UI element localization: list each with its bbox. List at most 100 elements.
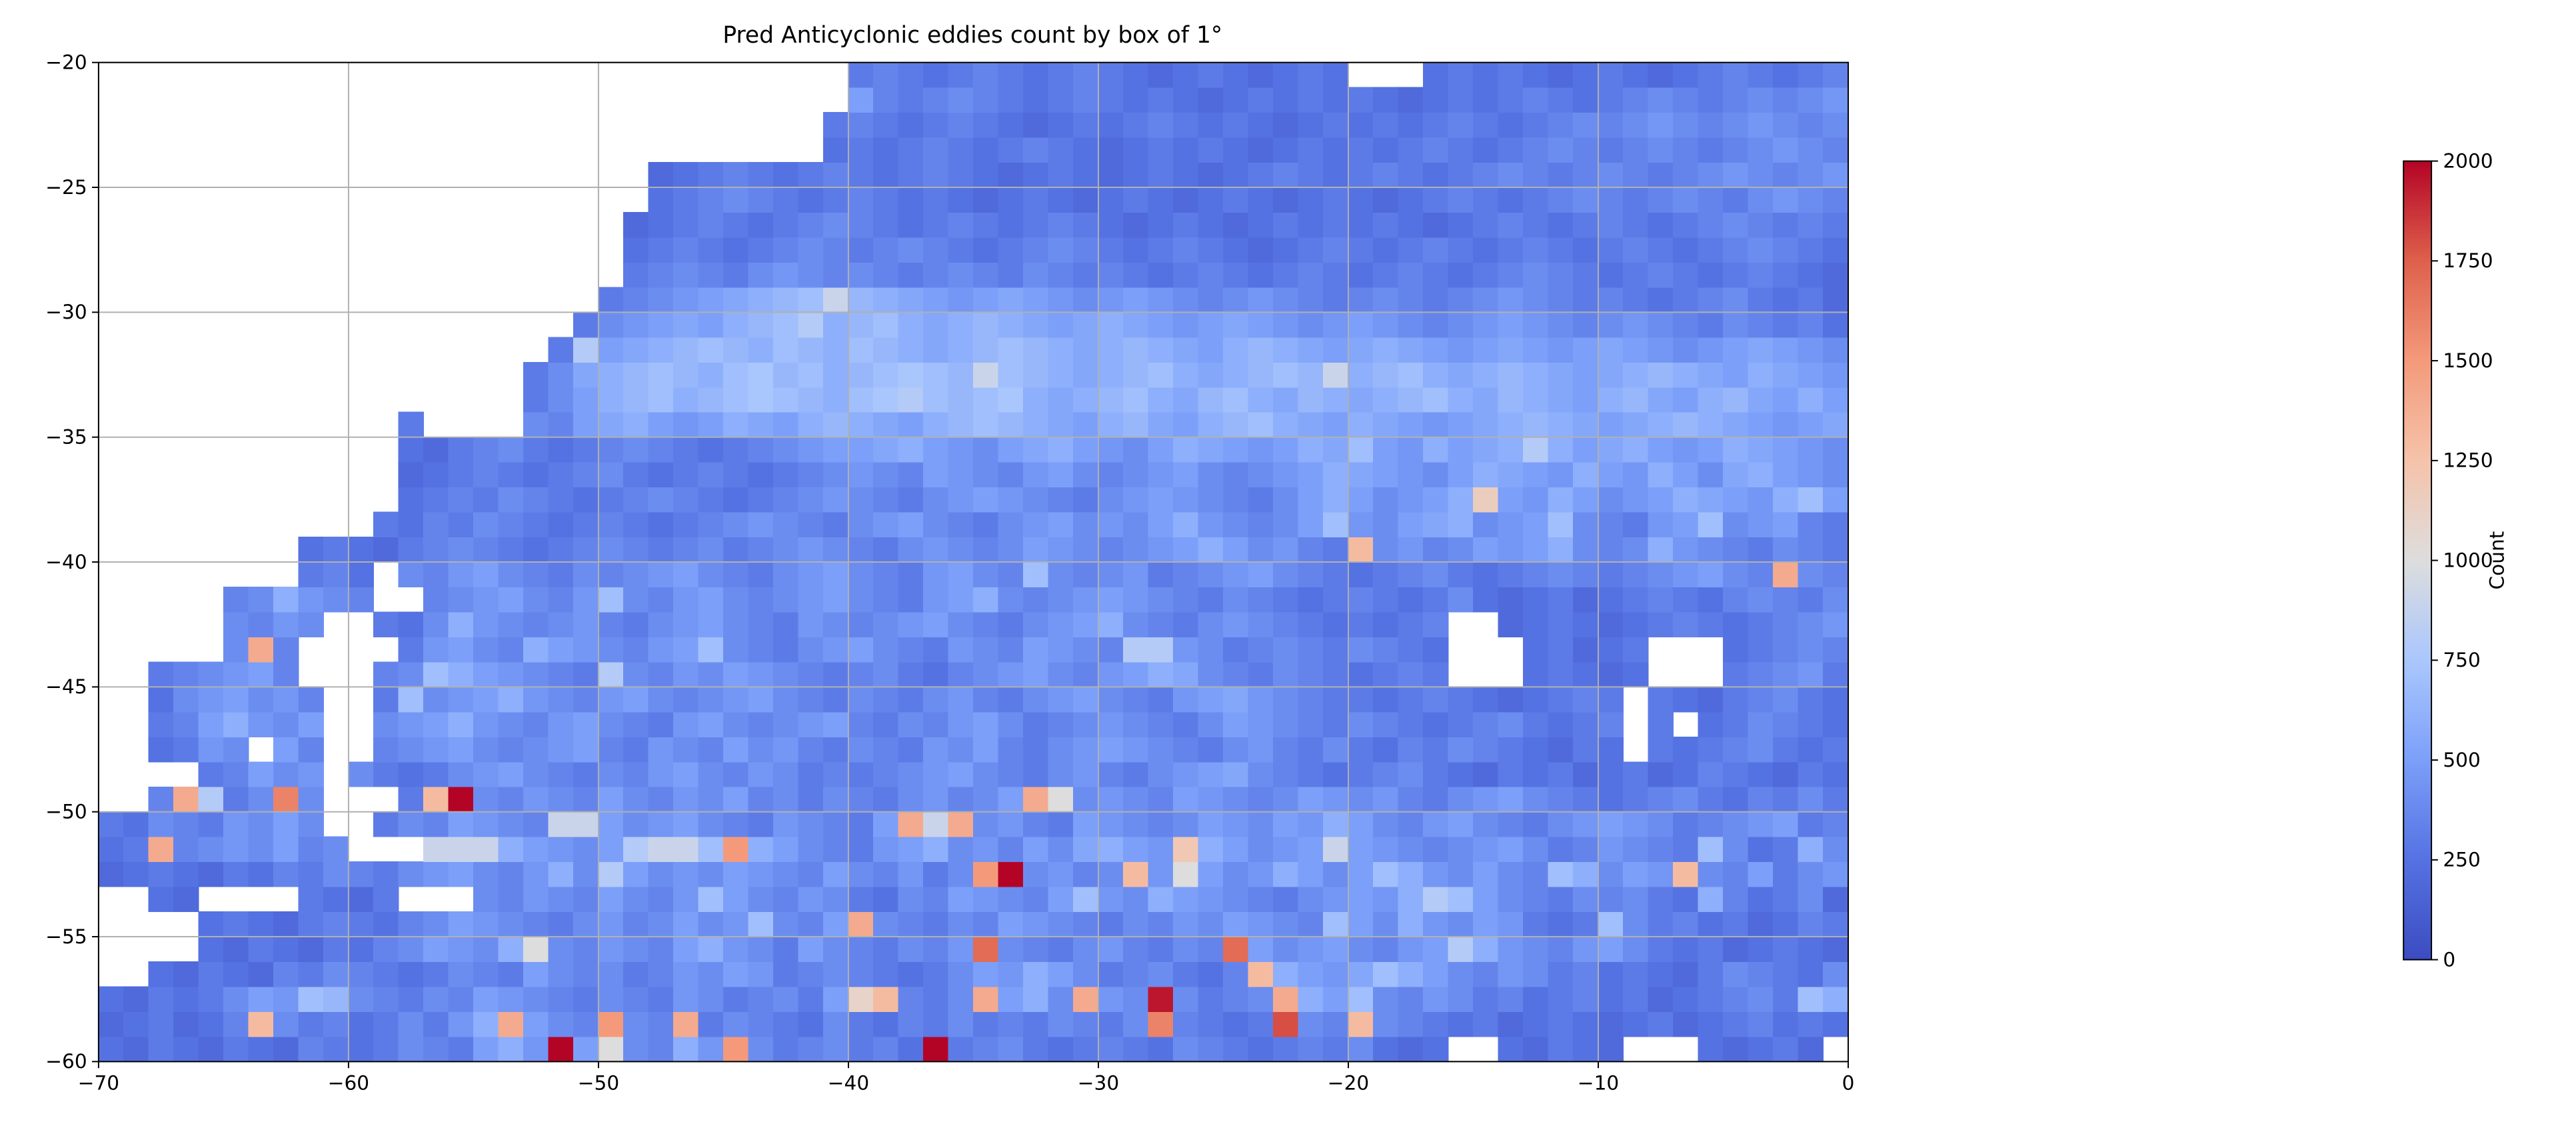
heatmap-cell [1448,986,1474,1012]
heatmap-cell [1773,487,1799,513]
heatmap-cell [1072,212,1099,238]
heatmap-cell [148,1011,174,1037]
heatmap-cell [698,261,724,288]
heatmap-cell [872,936,899,963]
heatmap-cell [1072,411,1099,438]
heatmap-cell [1222,636,1249,663]
heatmap-cell [573,387,599,413]
heatmap-cell [1423,561,1449,588]
chart-title: Pred Anticyclonic eddies count by box of… [722,22,1222,49]
heatmap-cell [1723,686,1749,713]
heatmap-cell [1148,636,1174,663]
heatmap-cell [1773,1036,1799,1062]
heatmap-cell [872,87,899,113]
heatmap-cell [1548,1011,1574,1037]
heatmap-cell [1298,261,1324,288]
heatmap-cell [523,961,549,987]
heatmap-cell [1723,511,1749,538]
heatmap-cell [1623,387,1649,413]
heatmap-cell [1573,936,1599,963]
heatmap-cell [1272,936,1299,963]
heatmap-cell [473,461,499,488]
heatmap-cell [1348,836,1374,863]
heatmap-cell [198,686,224,713]
heatmap-cell [1398,261,1424,288]
heatmap-cell [872,187,899,213]
heatmap-cell [1122,587,1149,613]
heatmap-cell [922,87,949,113]
heatmap-cell [623,886,649,913]
heatmap-cell [1122,836,1149,863]
heatmap-cell [1698,511,1724,538]
heatmap-cell [722,511,749,538]
heatmap-cell [98,836,124,863]
heatmap-cell [1773,187,1799,213]
heatmap-cell [198,661,224,687]
heatmap-cell [573,961,599,987]
heatmap-cell [972,487,999,513]
heatmap-cell [1473,261,1499,288]
heatmap-cell [1022,811,1049,837]
heatmap-cell [772,736,799,763]
heatmap-cell [922,112,949,138]
heatmap-cell [1673,137,1699,163]
heatmap-cell [822,361,849,388]
heatmap-cell [798,287,824,313]
heatmap-cell [423,686,449,713]
heatmap-cell [523,736,549,763]
heatmap-cell [1172,62,1199,88]
heatmap-cell [473,487,499,513]
heatmap-cell [848,237,874,263]
heatmap-cell [1423,686,1449,713]
heatmap-cell [648,311,674,338]
heatmap-cell [922,361,949,388]
heatmap-cell [848,537,874,563]
heatmap-cell [1022,587,1049,613]
heatmap-cell [1398,587,1424,613]
heatmap-cell [1248,287,1274,313]
heatmap-cell [898,836,924,863]
heatmap-cell [1623,961,1649,987]
heatmap-cell [173,811,199,837]
heatmap-cell [598,287,624,313]
heatmap-cell [223,836,249,863]
heatmap-cell [898,287,924,313]
heatmap-cell [672,786,699,813]
heatmap-cell [848,561,874,588]
heatmap-cell [1798,936,1824,963]
heatmap-cell [1048,661,1074,687]
heatmap-cell [1122,537,1149,563]
heatmap-cell [822,187,849,213]
heatmap-cell [698,537,724,563]
heatmap-cell [972,911,999,937]
heatmap-cell [1723,661,1749,687]
heatmap-cell [1048,261,1074,288]
heatmap-cell [373,611,399,637]
heatmap-cell [998,361,1024,388]
heatmap-cell [498,811,524,837]
heatmap-cell [1598,986,1624,1012]
heatmap-cell [1148,836,1174,863]
heatmap-cell [173,986,199,1012]
heatmap-cell [798,986,824,1012]
heatmap-cell [1548,1036,1574,1062]
heatmap-cell [648,411,674,438]
heatmap-cell [1348,87,1374,113]
heatmap-cell [548,761,574,787]
heatmap-cell [972,311,999,338]
heatmap-cell [748,986,774,1012]
heatmap-cell [423,537,449,563]
heatmap-cell [1598,811,1624,837]
heatmap-cell [972,261,999,288]
heatmap-cell [1048,861,1074,887]
heatmap-cell [1673,87,1699,113]
heatmap-cell [1473,836,1499,863]
heatmap-cell [1373,587,1399,613]
heatmap-cell [1573,137,1599,163]
heatmap-cell [598,311,624,338]
heatmap-cell [1198,62,1224,88]
heatmap-cell [1748,611,1774,637]
heatmap-cell [1272,87,1299,113]
heatmap-cell [1748,686,1774,713]
heatmap-cell [1823,986,1849,1012]
